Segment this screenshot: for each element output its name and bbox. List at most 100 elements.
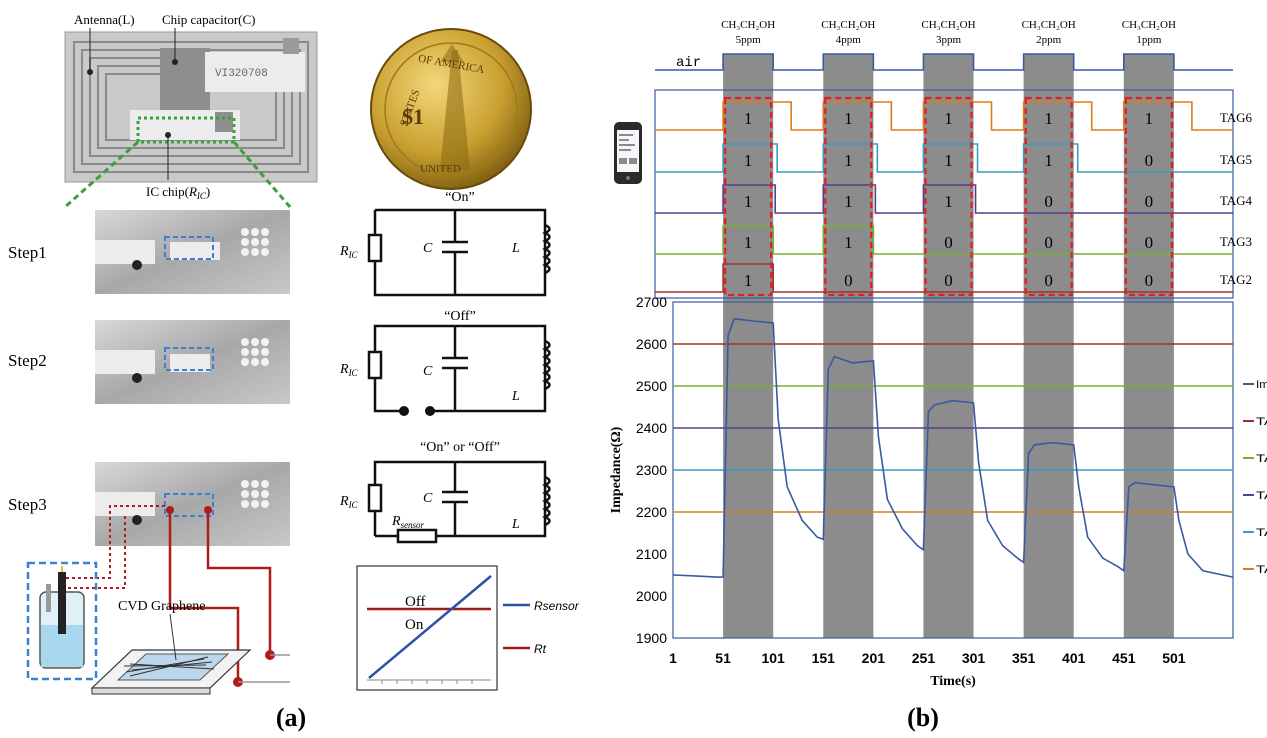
inset-legend-rsensor: Rsensor <box>534 599 580 613</box>
antenna-label: Antenna(L) <box>74 12 135 27</box>
tag-bit-tag2-4: 0 <box>1044 271 1053 290</box>
circuit-off-title: “Off” <box>444 309 476 324</box>
circuit-off <box>367 324 551 413</box>
bit-highlight-box-5 <box>1124 96 1173 297</box>
y-tick-label: 2500 <box>636 378 667 394</box>
exposure-window-2 <box>823 54 874 638</box>
x-tick-label: 51 <box>715 650 731 666</box>
y-tick-label: 2300 <box>636 462 667 478</box>
circuit-sensor-rs-label: Rsensor <box>391 514 425 530</box>
y-axis-label: Impedance(Ω) <box>609 426 624 513</box>
gas-conc-5: 1ppm <box>1136 34 1162 46</box>
tag-bit-tag2-1: 1 <box>744 271 753 290</box>
x-tick-label: 301 <box>962 650 986 666</box>
circuit-off-c-label: C <box>423 364 433 379</box>
step-photos <box>95 210 290 546</box>
tag-bit-tag2-2: 0 <box>844 271 853 290</box>
rfid-tag-photo: VI320708 <box>64 31 318 183</box>
tag-trace-tag5 <box>655 143 1233 173</box>
switch-contact-left <box>399 406 409 416</box>
graphene-sensor <box>90 613 252 695</box>
tag-trace-tag2 <box>655 263 1233 293</box>
legend-label-tag3: TAG3 <box>1256 453 1267 465</box>
graphene-label: CVD Graphene <box>118 599 205 614</box>
air-trace <box>655 53 1233 71</box>
ic-chip-label: IC chip(RIC) <box>146 184 210 201</box>
zoom-box <box>136 116 236 144</box>
legend-label-tag6: TAG6 <box>1256 564 1267 576</box>
circuit-sensor-r-label: RIC <box>339 494 359 510</box>
tag-label-tag6: TAG6 <box>1220 110 1253 125</box>
x-tick-label: 201 <box>862 650 886 666</box>
y-tick-label: 1900 <box>636 630 667 646</box>
inset-legend-rt: Rt <box>534 642 547 656</box>
coin-bottom-text: UNITED <box>420 163 461 175</box>
tag-label-tag5: TAG5 <box>1220 152 1252 167</box>
tag-bit-tag5-3: 1 <box>944 151 953 170</box>
step3-label: Step3 <box>8 495 47 514</box>
circuit-on-r-label: RIC <box>339 244 359 260</box>
gas-label-3: CH₃CH₂OH <box>921 19 975 31</box>
legend-label-tag5: TAG5 <box>1256 527 1267 539</box>
y-tick-label: 2700 <box>636 294 667 310</box>
x-tick-label: 401 <box>1062 650 1086 666</box>
tag-bit-tag6-4: 1 <box>1044 109 1053 128</box>
electrochemical-cell <box>26 561 98 681</box>
tag-bit-tag3-3: 0 <box>944 233 953 252</box>
tag-label-tag4: TAG4 <box>1220 193 1253 208</box>
panel-a: VI320708 Antenna(L) Chip capacitor(C) IC… <box>8 12 580 732</box>
chip-id-text: VI320708 <box>215 68 268 80</box>
tag-trace-tag6 <box>655 101 1233 131</box>
tag-bit-tag4-2: 1 <box>844 192 853 211</box>
exposure-window-3 <box>923 54 974 638</box>
x-tick-label: 1 <box>669 650 677 666</box>
y-tick-label: 2000 <box>636 588 667 604</box>
smartphone-icon <box>614 122 642 184</box>
tag-bit-tag5-2: 1 <box>844 151 853 170</box>
legend-label-tag4: TAG4 <box>1256 490 1267 502</box>
inset-rsensor-line <box>368 575 492 679</box>
inset-off-label: Off <box>405 594 426 610</box>
tag-bit-tag4-3: 1 <box>944 192 953 211</box>
gas-conc-1: 5ppm <box>736 34 762 46</box>
x-tick-label: 351 <box>1012 650 1036 666</box>
panel-b: air CH₃CH₂OH 5ppm CH₃CH₂OH 4ppm CH₃CH₂OH 3ppm C… <box>609 19 1267 732</box>
tag-trace-tag4 <box>655 184 1233 214</box>
legend-label-impedance: Impedance <box>1256 379 1267 391</box>
exposure-window-1 <box>723 54 774 638</box>
step2-photo <box>95 320 290 404</box>
step3-photo <box>95 462 290 546</box>
gas-conc-4: 2ppm <box>1036 34 1062 46</box>
circuit-on-c-label: C <box>423 241 433 256</box>
switch-contact-right <box>425 406 435 416</box>
bit-highlight-box-3 <box>924 96 973 297</box>
tag-bit-tag3-4: 0 <box>1044 233 1053 252</box>
impedance-series-line <box>672 317 1234 578</box>
exposure-window-5 <box>1123 54 1174 638</box>
circuit-sensor <box>367 460 551 544</box>
inset-on-label: On <box>405 617 424 633</box>
bit-highlight-box-2 <box>824 96 873 297</box>
x-axis-label: Time(s) <box>930 674 976 689</box>
gas-conc-3: 3ppm <box>936 34 962 46</box>
y-tick-label: 2600 <box>636 336 667 352</box>
tag-bit-tag6-2: 1 <box>844 109 853 128</box>
tag-bit-tag2-3: 0 <box>944 271 953 290</box>
panel-a-caption: (a) <box>276 703 306 732</box>
y-tick-label: 2400 <box>636 420 667 436</box>
tag-bit-tag3-5: 0 <box>1145 233 1154 252</box>
inset-chart: Off On Rsensor Rt <box>356 565 580 691</box>
gas-label-5: CH₃CH₂OH <box>1122 19 1176 31</box>
sensor-chart: air CH₃CH₂OH 5ppm CH₃CH₂OH 4ppm CH₃CH₂OH 3ppm C… <box>609 19 1267 689</box>
tag-bit-tag6-1: 1 <box>744 109 753 128</box>
air-label: air <box>676 55 701 71</box>
bit-highlight-box-4 <box>1024 96 1073 297</box>
dollar-coin-photo: OF AMERICA STATES UNITED $1 <box>370 28 532 190</box>
tag-bit-tag4-4: 0 <box>1044 192 1053 211</box>
gas-label-2: CH₃CH₂OH <box>821 19 875 31</box>
y-tick-label: 2200 <box>636 504 667 520</box>
coin-value-text: $1 <box>402 104 424 129</box>
tag-bit-tag4-5: 0 <box>1145 192 1154 211</box>
gas-label-4: CH₃CH₂OH <box>1022 19 1076 31</box>
circuit-on <box>367 208 551 297</box>
